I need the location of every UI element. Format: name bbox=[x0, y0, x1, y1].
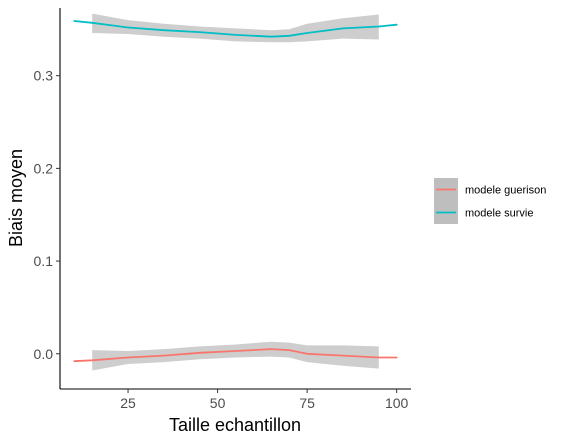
y-tick-label: 0.0 bbox=[34, 346, 54, 362]
legend: modele guerison modele survie bbox=[434, 178, 546, 224]
y-tick-label: 0.3 bbox=[34, 68, 54, 84]
x-ticks: 25 50 75 100 bbox=[120, 389, 409, 411]
confidence-band-1 bbox=[92, 341, 379, 371]
y-axis-title: Biais moyen bbox=[6, 149, 26, 247]
confidence-band-2 bbox=[92, 13, 379, 43]
y-tick-label: 0.2 bbox=[34, 160, 54, 176]
legend-label-1: modele guerison bbox=[465, 185, 546, 197]
x-tick-label: 50 bbox=[210, 395, 226, 411]
series-line-1 bbox=[73, 348, 398, 363]
x-tick-label: 100 bbox=[385, 395, 409, 411]
x-tick-label: 25 bbox=[120, 395, 136, 411]
y-ticks: 0.0 0.1 0.2 0.3 bbox=[34, 68, 60, 362]
series-lines bbox=[73, 20, 398, 363]
series-line-2 bbox=[73, 20, 398, 38]
legend-label-2: modele survie bbox=[465, 208, 533, 220]
x-axis-title: Taille echantillon bbox=[169, 415, 301, 435]
y-tick-label: 0.1 bbox=[34, 253, 54, 269]
confidence-bands bbox=[92, 13, 379, 371]
x-tick-label: 75 bbox=[299, 395, 315, 411]
